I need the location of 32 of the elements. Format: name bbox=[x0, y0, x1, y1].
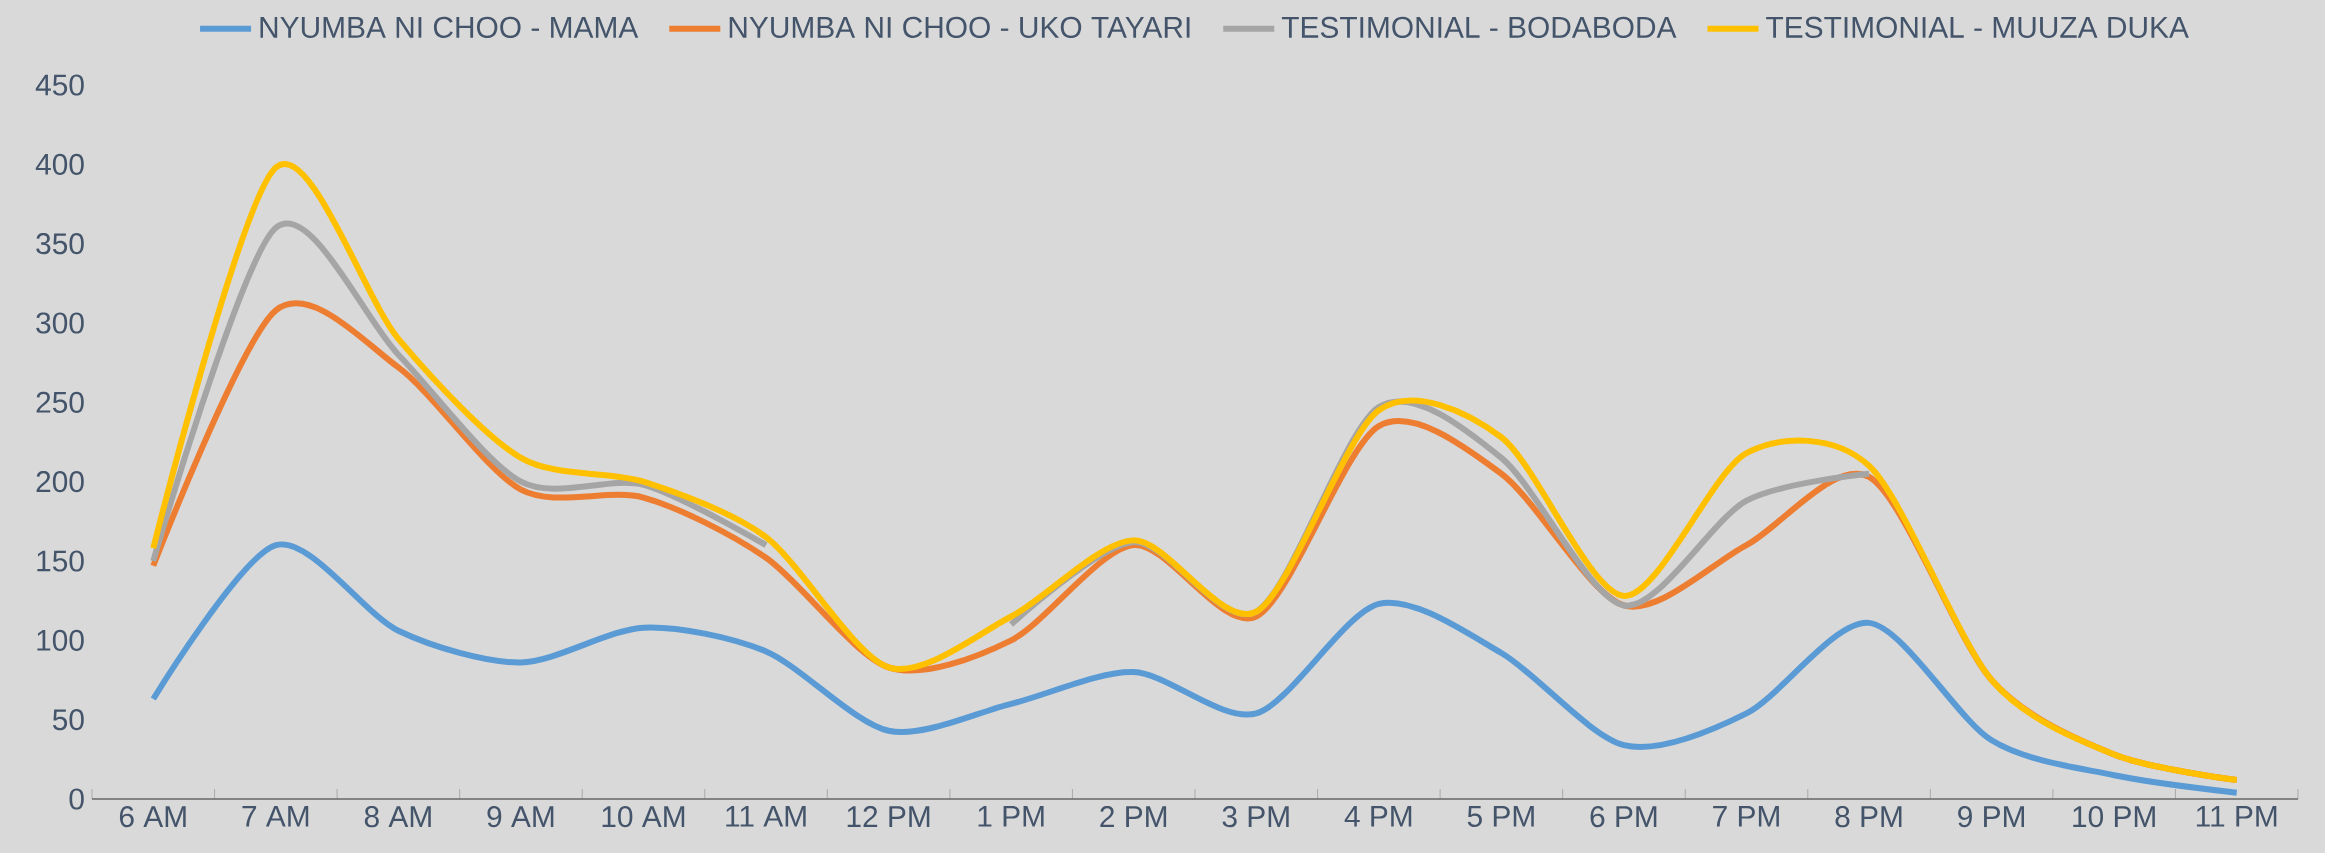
x-tick-label: 9 AM bbox=[487, 806, 554, 828]
x-tick-label: 1 PM bbox=[978, 806, 1044, 827]
y-tick-label: 450 bbox=[35, 74, 84, 96]
y-tick-label: 300 bbox=[36, 312, 84, 334]
y-tick-label: 200 bbox=[36, 471, 84, 493]
y-tick-label: 50 bbox=[52, 709, 84, 731]
y-tick-label: 400 bbox=[35, 153, 84, 175]
legend-label: NYUMBA NI CHOO - UKO TAYARI bbox=[729, 16, 1190, 38]
x-tick-label: 8 PM bbox=[1835, 806, 1902, 828]
x-tick-label: 5 PM bbox=[1467, 806, 1534, 827]
y-tick-label: 0 bbox=[69, 788, 84, 810]
y-tick-label: 250 bbox=[36, 391, 84, 413]
x-tick-label: 11 PM bbox=[2196, 806, 2277, 827]
y-tick-label: 350 bbox=[36, 233, 84, 255]
x-tick-label: 12 PM bbox=[847, 806, 930, 827]
x-tick-label: 9 PM bbox=[1958, 806, 2024, 828]
x-tick-label: 7 AM bbox=[242, 806, 309, 827]
legend-label: TESTIMONIAL - MUUZA DUKA bbox=[1766, 16, 2189, 38]
legend-label: TESTIMONIAL - BODABODA bbox=[1281, 16, 1677, 38]
legend-label: NYUMBA NI CHOO - MAMA bbox=[260, 16, 639, 38]
y-tick-label: 100 bbox=[37, 629, 84, 651]
y-tick-label: 150 bbox=[37, 550, 84, 572]
x-tick-label: 8 AM bbox=[364, 806, 431, 828]
x-tick-label: 2 PM bbox=[1100, 806, 1167, 827]
x-tick-label: 3 PM bbox=[1222, 806, 1289, 828]
x-tick-label: 7 PM bbox=[1713, 806, 1779, 827]
x-tick-label: 11 AM bbox=[726, 806, 806, 827]
x-tick-label: 6 AM bbox=[119, 806, 186, 828]
x-tick-label: 10 PM bbox=[2073, 806, 2155, 828]
x-tick-label: 6 PM bbox=[1590, 806, 1657, 828]
x-tick-label: 10 AM bbox=[602, 806, 685, 828]
x-tick-label: 4 PM bbox=[1344, 806, 1412, 827]
